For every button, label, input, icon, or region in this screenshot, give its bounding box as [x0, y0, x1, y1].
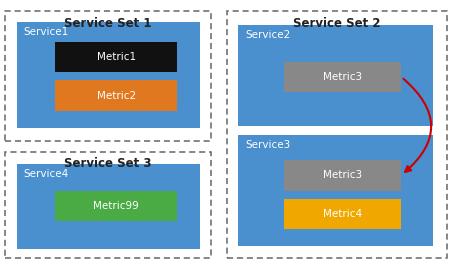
Text: Service2: Service2 [245, 30, 291, 40]
FancyBboxPatch shape [284, 160, 401, 191]
Text: Service Set 3: Service Set 3 [64, 158, 152, 170]
FancyBboxPatch shape [284, 199, 401, 229]
Text: Service Set 1: Service Set 1 [64, 17, 152, 30]
Text: Metric4: Metric4 [323, 209, 362, 219]
FancyBboxPatch shape [284, 62, 401, 92]
Text: Metric1: Metric1 [97, 52, 136, 62]
FancyBboxPatch shape [55, 191, 177, 221]
Text: Metric3: Metric3 [323, 170, 362, 180]
FancyBboxPatch shape [238, 135, 433, 246]
Text: Service4: Service4 [23, 169, 69, 179]
Text: Service3: Service3 [245, 140, 291, 150]
FancyBboxPatch shape [55, 42, 177, 72]
Text: Service Set 2: Service Set 2 [293, 17, 380, 30]
Text: Metric99: Metric99 [93, 201, 139, 211]
Text: Metric2: Metric2 [97, 91, 136, 101]
FancyBboxPatch shape [16, 164, 200, 249]
FancyBboxPatch shape [16, 22, 200, 128]
Text: Metric3: Metric3 [323, 72, 362, 82]
FancyBboxPatch shape [55, 80, 177, 111]
Text: Service1: Service1 [23, 27, 69, 37]
FancyBboxPatch shape [238, 25, 433, 125]
